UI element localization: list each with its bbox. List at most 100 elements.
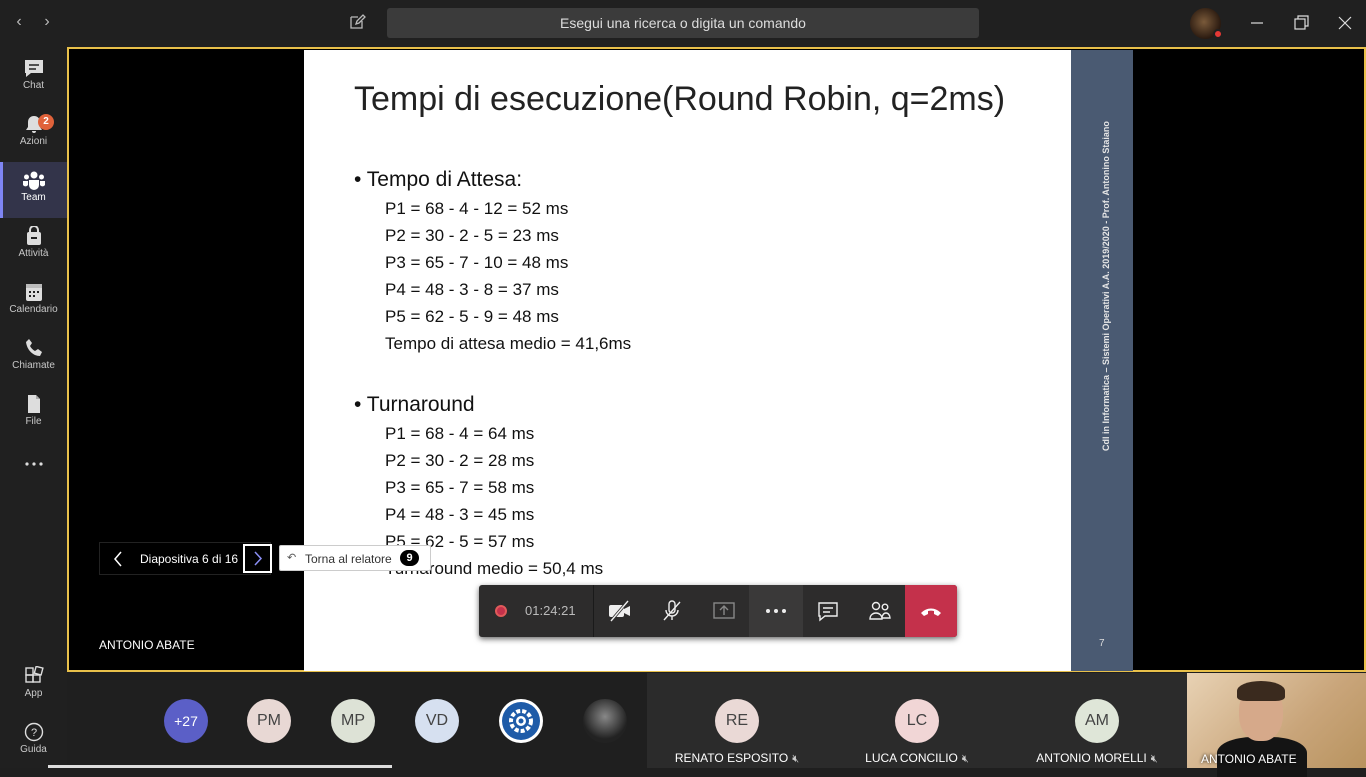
share-screen-button[interactable] — [711, 598, 737, 624]
rail-item-calls[interactable]: Chiamate — [0, 330, 67, 386]
app-rail: Chat 2 Azioni Team Attività Calendario C… — [0, 46, 67, 768]
rail-item-assignments[interactable]: Attività — [0, 218, 67, 274]
help-icon: ? — [24, 722, 43, 742]
teams-icon — [22, 171, 45, 190]
restore-icon[interactable] — [1290, 12, 1312, 34]
mic-off-icon: 🔇︎ — [792, 753, 800, 765]
rail-item-more[interactable] — [0, 442, 67, 498]
rail-label: Team — [21, 192, 46, 203]
next-slide-icon — [254, 551, 263, 566]
participant-tile[interactable]: LC LUCA CONCILIO 🔇︎ — [827, 673, 1007, 768]
recording-icon — [495, 605, 507, 617]
participant-avatar: LC — [895, 699, 939, 743]
search-input[interactable]: Esegui una ricerca o digita un comando — [387, 8, 979, 38]
presentation-slide: Tempi di esecuzione(Round Robin, q=2ms) … — [304, 50, 1071, 671]
slide-line: P5 = 62 - 5 - 9 = 48 ms — [385, 307, 559, 326]
rail-item-teams[interactable]: Team — [0, 162, 67, 218]
self-video-name: ANTONIO ABATE — [1201, 752, 1297, 766]
hang-up-button[interactable] — [905, 585, 957, 637]
mic-off-icon: 🔇︎ — [961, 753, 969, 765]
notification-badge: 2 — [38, 114, 54, 130]
show-participants-button[interactable] — [867, 598, 893, 624]
forward-arrow-icon[interactable]: › — [44, 13, 50, 30]
video-hair — [1237, 681, 1285, 701]
participant-avatar[interactable]: VD — [415, 699, 459, 743]
slide-line: P3 = 65 - 7 - 10 = 48 ms — [385, 253, 569, 272]
bell-icon — [25, 116, 42, 133]
slide-line: P4 = 48 - 3 = 45 ms — [385, 505, 535, 524]
chat-icon — [818, 602, 838, 622]
chat-icon — [24, 60, 43, 77]
file-icon — [27, 395, 40, 413]
close-icon[interactable] — [1334, 12, 1356, 34]
rail-item-help[interactable]: ? Guida — [0, 714, 67, 770]
slide-page-number: 7 — [1099, 638, 1105, 649]
participant-avatar[interactable] — [499, 699, 543, 743]
slide-bullet: • Tempo di Attesa: — [354, 168, 523, 191]
more-participants-badge[interactable]: +27 — [164, 699, 208, 743]
mute-button[interactable] — [659, 598, 685, 624]
next-slide-button[interactable] — [243, 544, 272, 573]
slide-side-text: Cdl in Informatica – Sistemi Operativi A… — [1101, 121, 1111, 451]
apps-icon — [24, 666, 44, 683]
taskbar-indicator — [48, 765, 392, 768]
slide-bullet: • Turnaround — [354, 393, 475, 416]
camera-off-button[interactable] — [607, 598, 633, 624]
hang-up-icon — [921, 608, 941, 616]
rail-item-apps[interactable]: App — [0, 658, 67, 714]
participant-tile[interactable]: RE RENATO ESPOSITO 🔇︎ — [647, 673, 827, 768]
compose-icon[interactable] — [348, 13, 368, 33]
rail-label: Guida — [20, 744, 47, 755]
slide-line: Turnaround medio = 50,4 ms — [385, 559, 604, 578]
rail-label: Attività — [18, 248, 49, 259]
slide-line: P2 = 30 - 2 = 28 ms — [385, 451, 535, 470]
slide-line: P2 = 30 - 2 - 5 = 23 ms — [385, 226, 559, 245]
participant-photo-avatar[interactable] — [583, 699, 627, 743]
presenter-name: ANTONIO ABATE — [99, 638, 195, 652]
calendar-icon — [25, 284, 42, 301]
participant-avatar: RE — [715, 699, 759, 743]
rail-item-chat[interactable]: Chat — [0, 50, 67, 106]
svg-text:?: ? — [30, 727, 36, 739]
slide-navigator: Diapositiva 6 di 16 — [99, 542, 272, 575]
slide-title: Tempi di esecuzione(Round Robin, q=2ms) — [354, 80, 1006, 118]
slide-line: P1 = 68 - 4 - 12 = 52 ms — [385, 199, 569, 218]
slide-line: Tempo di attesa medio = 41,6ms — [385, 334, 632, 353]
rail-label: Azioni — [19, 136, 48, 147]
mic-off-icon: 🔇︎ — [1150, 753, 1158, 765]
undo-arrow-icon: ↶ — [287, 552, 297, 564]
rail-item-files[interactable]: File — [0, 386, 67, 442]
rail-label: Calendario — [9, 304, 58, 315]
rail-label: File — [25, 416, 42, 427]
camera-off-icon — [609, 600, 630, 622]
slide-line: P3 = 65 - 7 = 58 ms — [385, 478, 535, 497]
more-icon — [24, 462, 43, 466]
back-to-presenter-button[interactable]: ↶ Torna al relatore 9 — [279, 545, 431, 571]
participants-icon — [869, 601, 891, 620]
participant-avatar[interactable]: MP — [331, 699, 375, 743]
share-screen-icon — [713, 602, 735, 619]
phone-icon — [25, 339, 42, 356]
participant-name: RENATO ESPOSITO — [674, 751, 789, 765]
slide-line: P4 = 48 - 3 - 8 = 37 ms — [385, 280, 559, 299]
minimize-icon[interactable] — [1246, 12, 1268, 34]
more-actions-button[interactable] — [763, 598, 789, 624]
back-arrow-icon[interactable]: ‹ — [16, 13, 22, 30]
bag-icon — [26, 226, 41, 245]
gear-logo-icon — [502, 702, 540, 740]
participant-name: LUCA CONCILIO — [865, 751, 958, 765]
previous-slide-icon[interactable] — [108, 549, 128, 569]
rail-item-activity[interactable]: 2 Azioni — [0, 106, 67, 162]
slide-line: P1 = 68 - 4 = 64 ms — [385, 424, 535, 443]
more-icon — [766, 609, 786, 613]
participant-tile[interactable]: AM ANTONIO MORELLI 🔇︎ — [1007, 673, 1187, 768]
back-count-badge: 9 — [400, 550, 419, 566]
participant-avatar[interactable]: PM — [247, 699, 291, 743]
rail-label: Chiamate — [12, 360, 55, 371]
slide-counter: Diapositiva 6 di 16 — [140, 552, 239, 566]
call-controls: 01:24:21 — [479, 585, 957, 637]
show-chat-button[interactable] — [815, 598, 841, 624]
self-video-tile[interactable]: ANTONIO ABATE — [1187, 673, 1366, 777]
user-avatar[interactable] — [1190, 8, 1223, 39]
rail-item-calendar[interactable]: Calendario — [0, 274, 67, 330]
